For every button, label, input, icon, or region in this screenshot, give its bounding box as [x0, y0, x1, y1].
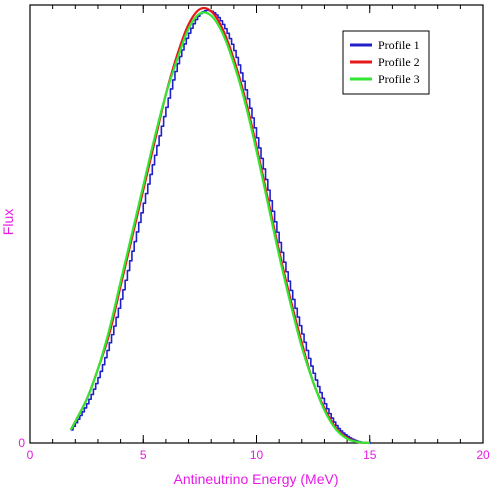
x-tick-label: 20 [476, 448, 490, 462]
y-tick-label: 0 [18, 436, 25, 450]
legend-label-1: Profile 1 [378, 38, 420, 52]
legend-label-2: Profile 2 [378, 55, 420, 69]
x-tick-label: 5 [140, 448, 147, 462]
axis-ticks: 0 5 10 15 20 0 [18, 5, 490, 462]
series-layer [69, 6, 373, 445]
y-axis-label: Flux [0, 209, 16, 235]
legend-label-3: Profile 3 [378, 72, 420, 86]
x-axis-label: Antineutrino Energy (MeV) [174, 471, 339, 487]
series-line-1 [70, 9, 373, 444]
series-line-3 [69, 11, 371, 445]
legend: Profile 1 Profile 2 Profile 3 [342, 30, 430, 95]
x-tick-label: 10 [250, 448, 264, 462]
x-tick-label: 15 [363, 448, 377, 462]
x-tick-label: 0 [27, 448, 34, 462]
